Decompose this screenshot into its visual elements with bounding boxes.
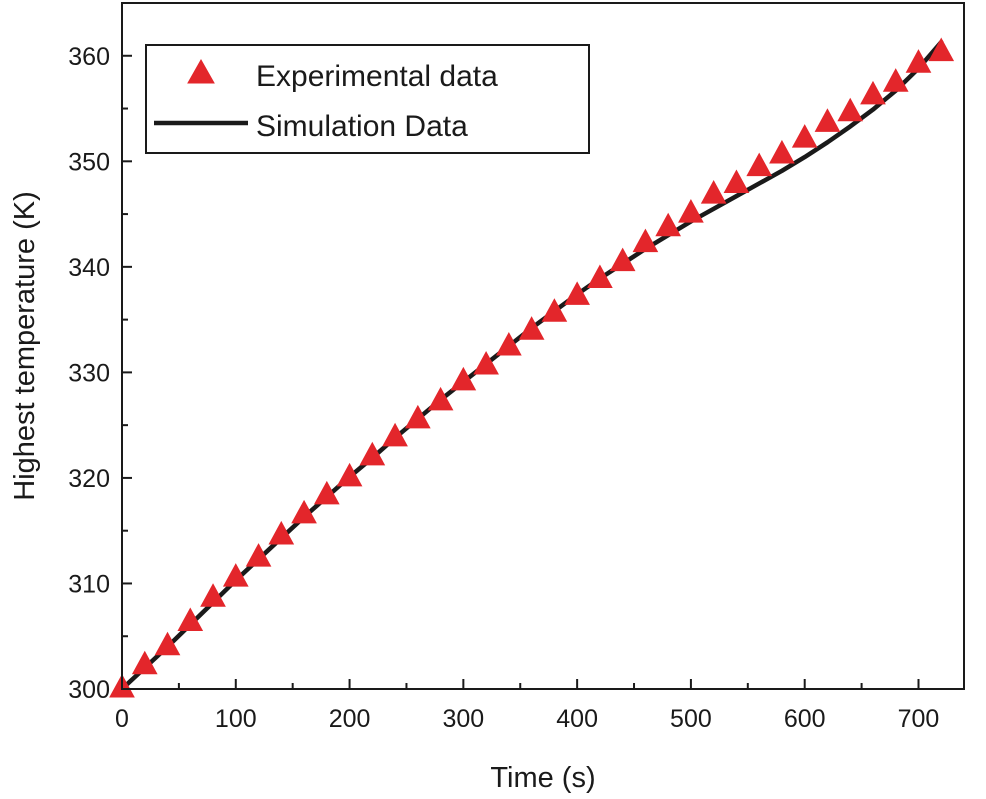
y-tick-label: 360 [68,43,110,71]
experimental-data-point [359,441,386,466]
experimental-data-point [791,124,818,148]
y-axis-title: Highest temperature (K) [9,191,41,500]
experimental-data-point [632,228,659,253]
experimental-data-point [131,650,158,675]
x-tick-label: 0 [115,705,129,733]
experimental-data-point [860,80,886,105]
experimental-data-point [928,37,955,62]
experimental-data-point [700,180,727,204]
experimental-data-point [541,298,568,322]
experimental-data-point [382,422,408,447]
experimental-data-point [313,480,340,505]
experimental-data-point [450,366,477,391]
x-tick-label: 300 [442,705,484,733]
experimental-data-point [814,108,841,132]
experimental-data-point [564,281,590,305]
experimental-data-point [222,563,249,587]
x-tick-label: 700 [898,705,940,733]
experimental-data-point [404,404,431,429]
x-axis-title: Time (s) [490,762,595,794]
y-tick-label: 340 [68,254,110,282]
tick-labels: 0 100 200 300 400 500 600 700 300 310 320 330 340 350… [68,43,939,733]
series-layer [109,37,955,698]
experimental-data-point [427,386,454,411]
x-tick-label: 100 [215,705,257,733]
legend-label-simulation: Simulation Data [256,110,468,143]
legend-triangle-marker-icon [187,58,215,84]
experimental-data-point [473,351,499,375]
experimental-data-point [154,631,181,656]
experimental-data-point [723,169,750,194]
experimental-data-point [336,462,363,487]
x-tick-label: 500 [670,705,712,733]
experimental-data-point [496,332,522,356]
y-tick-label: 300 [68,676,110,704]
experimental-data-point [882,68,909,92]
experimental-data-point [837,97,864,122]
experimental-data-point [905,49,932,73]
experimental-data-point [609,247,636,272]
experimental-data-point [769,139,795,164]
experimental-data-point [177,607,204,632]
legend-box [145,44,590,154]
x-tick-label: 400 [556,705,598,733]
experimental-data-point [587,264,613,289]
plot-frame [121,2,965,690]
legend-label-experimental: Experimental data [256,60,498,93]
legend: Experimental data Simulation Data [145,44,590,154]
x-tick-label: 600 [784,705,826,733]
experimental-data-point [200,583,226,607]
experimental-data-point [678,199,704,223]
experimental-data-point [746,152,773,177]
y-tick-label: 310 [68,570,110,598]
experimental-data-point [268,520,295,545]
y-tick-label: 350 [68,148,110,176]
experimental-data-point [245,543,272,567]
experimental-data-point [291,499,317,524]
y-tick-label: 330 [68,359,110,387]
experimental-data-point [518,316,545,340]
experimental-data-point [655,212,682,237]
y-tick-label: 320 [68,465,110,493]
x-tick-label: 200 [329,705,371,733]
